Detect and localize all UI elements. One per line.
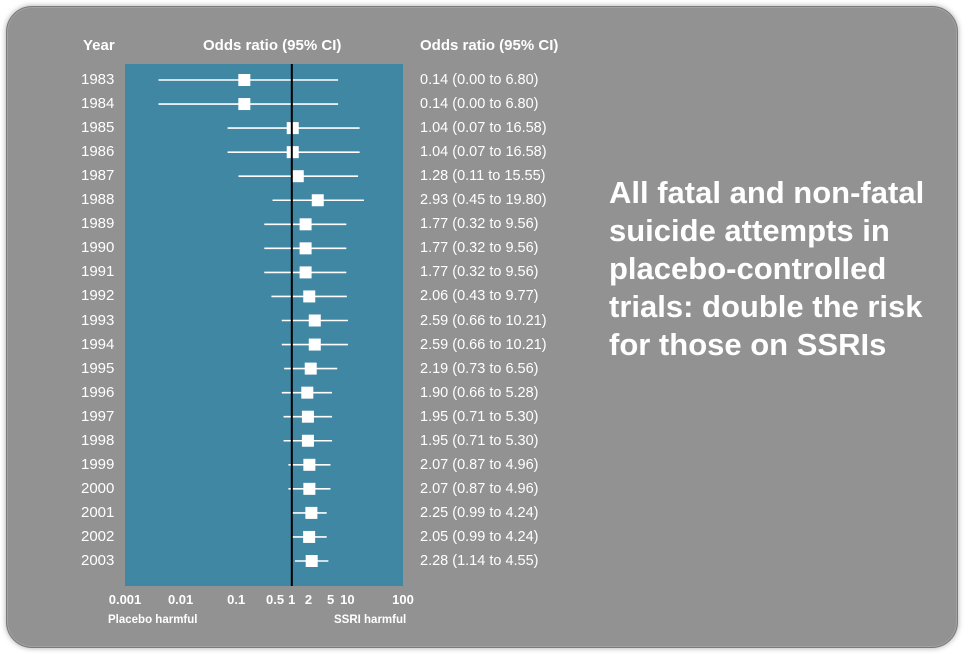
or-marker-2002: [303, 530, 316, 543]
ci-header: Odds ratio (95% CI): [420, 37, 559, 54]
or-marker-1996: [301, 386, 314, 399]
plot-header: Odds ratio (95% CI): [203, 37, 342, 54]
ci-label-1985: 1.04 (0.07 to 16.58): [420, 120, 547, 137]
ci-label-1998: 1.95 (0.71 to 5.30): [420, 432, 539, 449]
year-label-1989: 1989: [81, 215, 115, 233]
year-label-1983: 1983: [81, 71, 115, 88]
footer-ssri-harmful: SSRI harmful: [334, 614, 407, 626]
slide-caption: All fatal and non-fatal suicide attempts…: [609, 175, 925, 362]
or-marker-1995: [304, 362, 317, 375]
or-marker-1984: [238, 98, 251, 111]
tick-label-2: 2: [304, 592, 313, 607]
or-marker-1999: [303, 458, 316, 471]
year-label-1999: 1999: [81, 455, 115, 473]
ci-label-1987: 1.28 (0.11 to 15.55): [420, 168, 546, 185]
tick-label-5: 5: [327, 592, 335, 607]
year-label-1992: 1992: [81, 287, 115, 305]
ci-label-1997: 1.95 (0.71 to 5.30): [420, 408, 539, 425]
year-label-2000: 2000: [81, 479, 115, 497]
tick-label-0.001: 0.001: [108, 592, 142, 607]
tick-label-0.5: 0.5: [266, 592, 285, 607]
year-label-1995: 1995: [81, 359, 115, 377]
tick-label-0.1: 0.1: [227, 592, 246, 607]
ci-label-2003: 2.28 (1.14 to 4.55): [420, 553, 539, 569]
or-marker-1990: [299, 242, 312, 255]
or-marker-2001: [305, 506, 318, 519]
ci-label-1994: 2.59 (0.66 to 10.21): [420, 336, 547, 353]
or-marker-1988: [311, 194, 324, 207]
ci-label-1995: 2.19 (0.73 to 6.56): [420, 360, 539, 377]
year-label-1988: 1988: [81, 191, 115, 209]
year-label-1997: 1997: [81, 407, 115, 425]
ci-label-2001: 2.25 (0.99 to 4.24): [420, 504, 539, 521]
year-label-1986: 1986: [81, 143, 115, 161]
or-marker-1992: [303, 290, 316, 303]
year-label-1998: 1998: [81, 431, 115, 449]
year-label-1993: 1993: [81, 311, 115, 329]
year-label-1994: 1994: [81, 335, 115, 353]
ci-label-1991: 1.77 (0.32 to 9.56): [420, 264, 539, 281]
year-label-1984: 1984: [81, 95, 115, 113]
year-label-1987: 1987: [81, 167, 115, 185]
year-label-1991: 1991: [81, 263, 115, 281]
ci-label-1990: 1.77 (0.32 to 9.56): [420, 240, 539, 257]
or-marker-2000: [303, 482, 316, 495]
or-marker-1997: [301, 410, 314, 423]
year-label-2002: 2002: [81, 527, 115, 545]
ci-label-1984: 0.14 (0.00 to 6.80): [420, 96, 539, 113]
or-marker-1989: [299, 218, 312, 231]
ci-label-1983: 0.14 (0.00 to 6.80): [420, 72, 539, 88]
ci-label-2000: 2.07 (0.87 to 4.96): [420, 480, 539, 497]
year-label-1990: 1990: [81, 239, 115, 257]
year-label-1996: 1996: [81, 383, 115, 401]
tick-label-1: 1: [288, 592, 296, 607]
or-marker-1987: [291, 170, 304, 183]
ci-label-1996: 1.90 (0.66 to 5.28): [420, 384, 539, 401]
or-marker-2003: [305, 555, 318, 567]
year-label-1985: 1985: [81, 119, 115, 137]
year-label-2001: 2001: [81, 503, 115, 521]
ci-label-1988: 2.93 (0.45 to 19.80): [420, 192, 547, 209]
or-marker-1991: [299, 266, 312, 279]
year-header: Year: [83, 37, 115, 54]
tick-label-10: 10: [340, 592, 355, 607]
or-marker-1993: [308, 314, 321, 327]
tick-label-100: 100: [392, 592, 414, 607]
or-marker-1998: [301, 434, 314, 447]
ci-label-1999: 2.07 (0.87 to 4.96): [420, 456, 539, 473]
ci-label-1993: 2.59 (0.66 to 10.21): [420, 312, 547, 329]
year-label-2003: 2003: [81, 552, 115, 569]
or-marker-1994: [308, 338, 321, 351]
or-marker-1983: [238, 74, 251, 86]
plot-panel: [125, 64, 403, 586]
ci-label-1989: 1.77 (0.32 to 9.56): [420, 216, 539, 233]
footer-placebo-harmful: Placebo harmful: [108, 614, 198, 626]
ci-label-2002: 2.05 (0.99 to 4.24): [420, 528, 539, 545]
tick-label-0.01: 0.01: [167, 592, 194, 607]
ci-label-1986: 1.04 (0.07 to 16.58): [420, 144, 547, 161]
ci-label-1992: 2.06 (0.43 to 9.77): [420, 288, 539, 305]
